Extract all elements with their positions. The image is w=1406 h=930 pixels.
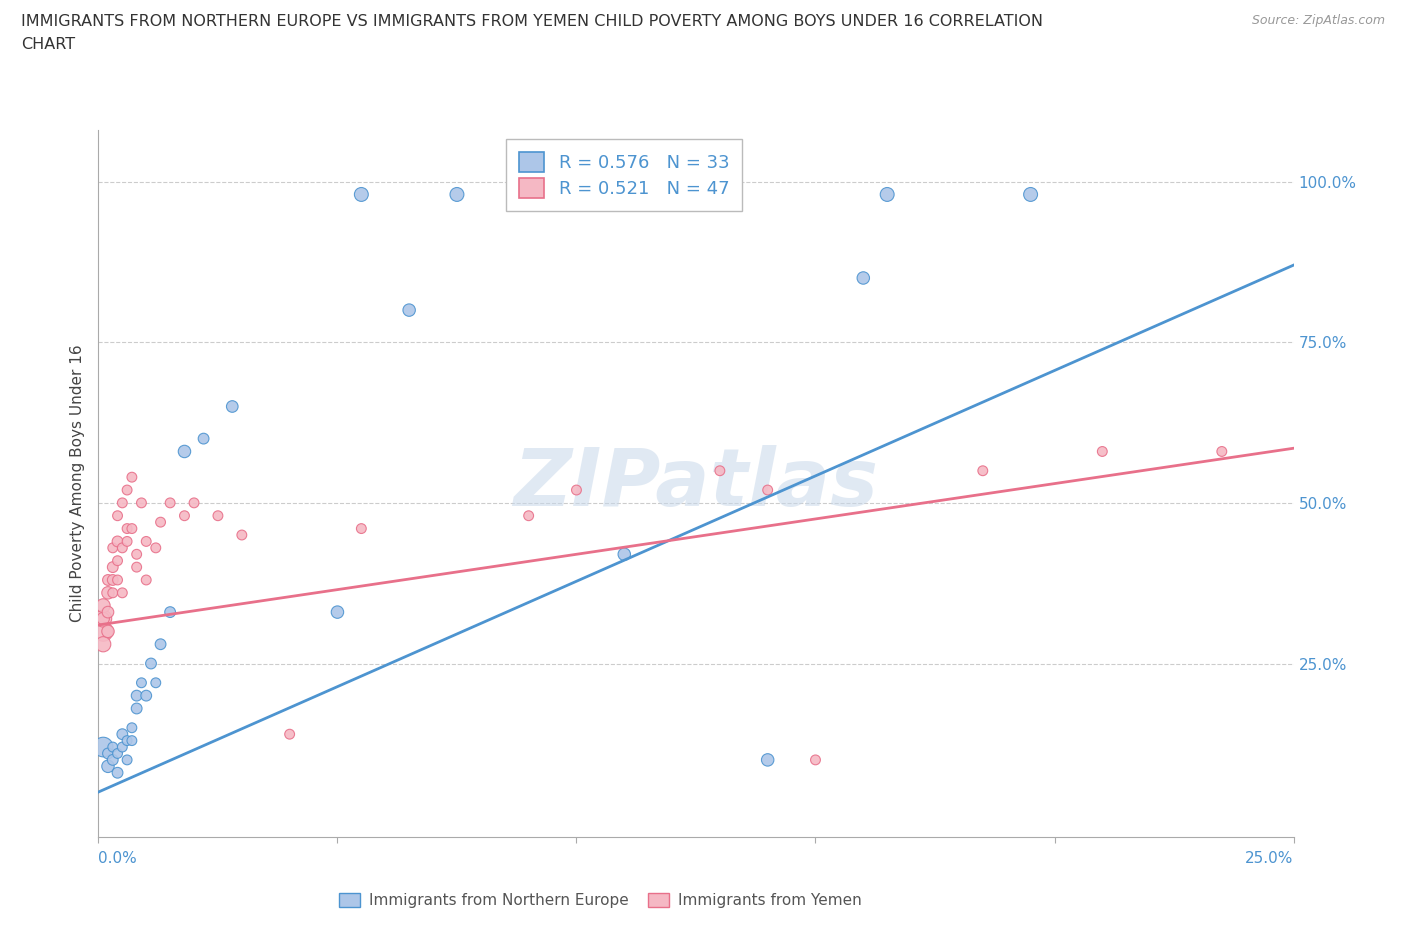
Point — [97, 624, 120, 639]
Point — [131, 496, 153, 511]
Text: 0.0%: 0.0% — [98, 851, 138, 866]
Y-axis label: Child Poverty Among Boys Under 16: Child Poverty Among Boys Under 16 — [70, 345, 86, 622]
Point — [278, 726, 301, 741]
Point — [159, 604, 181, 619]
Point — [159, 496, 181, 511]
Point — [107, 573, 129, 588]
Point — [756, 483, 779, 498]
Point — [121, 733, 143, 748]
Point — [91, 637, 114, 652]
Point — [111, 585, 134, 600]
Point — [101, 585, 124, 600]
Point — [145, 675, 167, 690]
Point — [398, 302, 420, 317]
Point — [1019, 187, 1042, 202]
Point — [135, 534, 157, 549]
Point — [149, 637, 172, 652]
Point — [446, 187, 468, 202]
Point — [173, 509, 195, 524]
Point — [107, 746, 129, 761]
Point — [876, 187, 898, 202]
Point — [91, 598, 114, 613]
Point — [1091, 444, 1114, 458]
Point — [91, 611, 114, 626]
Point — [101, 573, 124, 588]
Text: CHART: CHART — [21, 37, 75, 52]
Point — [350, 187, 373, 202]
Point — [231, 527, 253, 542]
Text: ZIPatlas: ZIPatlas — [513, 445, 879, 523]
Point — [125, 701, 148, 716]
Point — [1211, 444, 1233, 458]
Point — [125, 547, 148, 562]
Point — [121, 470, 143, 485]
Point — [107, 509, 129, 524]
Point — [97, 604, 120, 619]
Point — [97, 585, 120, 600]
Point — [115, 521, 138, 536]
Point — [111, 496, 134, 511]
Point — [852, 271, 875, 286]
Text: 25.0%: 25.0% — [1246, 851, 1294, 866]
Point — [139, 656, 162, 671]
Point — [101, 540, 124, 555]
Point — [135, 688, 157, 703]
Point — [97, 746, 120, 761]
Point — [613, 547, 636, 562]
Point — [173, 444, 195, 458]
Point — [111, 739, 134, 754]
Point — [91, 624, 114, 639]
Point — [125, 688, 148, 703]
Point — [193, 432, 215, 446]
Point — [115, 483, 138, 498]
Point — [121, 521, 143, 536]
Text: IMMIGRANTS FROM NORTHERN EUROPE VS IMMIGRANTS FROM YEMEN CHILD POVERTY AMONG BOY: IMMIGRANTS FROM NORTHERN EUROPE VS IMMIG… — [21, 14, 1043, 29]
Point — [135, 573, 157, 588]
Point — [972, 463, 994, 478]
Point — [326, 604, 349, 619]
Point — [107, 534, 129, 549]
Point — [221, 399, 243, 414]
Point — [709, 463, 731, 478]
Point — [101, 752, 124, 767]
Point — [131, 675, 153, 690]
Point — [125, 560, 148, 575]
Point — [565, 483, 588, 498]
Legend: Immigrants from Northern Europe, Immigrants from Yemen: Immigrants from Northern Europe, Immigra… — [333, 887, 868, 914]
Point — [97, 759, 120, 774]
Point — [107, 553, 129, 568]
Point — [101, 560, 124, 575]
Point — [107, 765, 129, 780]
Point — [111, 540, 134, 555]
Point — [804, 752, 827, 767]
Point — [183, 496, 205, 511]
Point — [145, 540, 167, 555]
Point — [350, 521, 373, 536]
Point — [115, 752, 138, 767]
Point — [101, 739, 124, 754]
Point — [97, 573, 120, 588]
Point — [121, 721, 143, 736]
Point — [115, 534, 138, 549]
Point — [517, 509, 540, 524]
Point — [207, 509, 229, 524]
Point — [756, 752, 779, 767]
Point — [111, 726, 134, 741]
Point — [91, 739, 114, 754]
Point — [149, 514, 172, 529]
Text: Source: ZipAtlas.com: Source: ZipAtlas.com — [1251, 14, 1385, 27]
Point — [91, 611, 114, 626]
Point — [115, 733, 138, 748]
